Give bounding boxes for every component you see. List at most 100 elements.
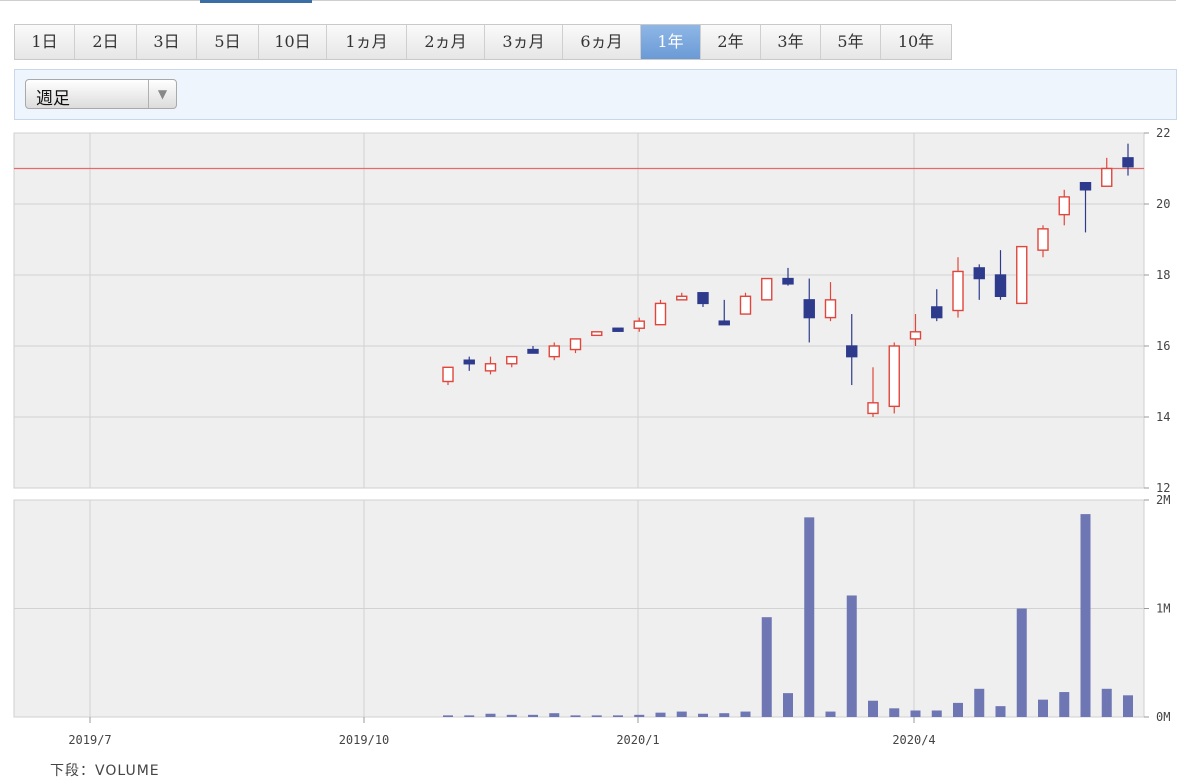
- candle-body-down: [803, 299, 815, 319]
- candle: [761, 277, 773, 301]
- period-tab-12[interactable]: 5年: [821, 25, 881, 59]
- candle-body-up: [591, 331, 603, 337]
- volume-bar: [528, 714, 538, 717]
- volume-bar: [570, 715, 581, 717]
- volume-bar: [591, 715, 602, 717]
- candle-body-up: [739, 295, 752, 315]
- volume-bar: [485, 713, 496, 717]
- candle-body-down: [463, 359, 475, 365]
- volume-bar: [1016, 608, 1027, 717]
- candle: [1058, 189, 1070, 226]
- candle: [824, 282, 837, 322]
- volume-bar: [783, 693, 793, 717]
- x-tick-label: 2019/10: [339, 733, 390, 747]
- candle-body-down: [782, 277, 794, 285]
- candle-body-down: [1122, 157, 1134, 168]
- volume-bar: [1101, 688, 1112, 717]
- period-tab-9[interactable]: 1年: [641, 25, 701, 59]
- period-tab-8[interactable]: 6ヵ月: [563, 25, 641, 59]
- candle: [846, 314, 858, 386]
- period-tab-5[interactable]: 1ヵ月: [327, 25, 407, 59]
- volume-bar: [1038, 699, 1048, 717]
- interval-select-value: 週足: [36, 89, 70, 109]
- volume-tick-label: 1M: [1156, 602, 1170, 616]
- candle: [569, 338, 582, 354]
- volume-bar: [464, 715, 475, 717]
- candle: [1037, 225, 1049, 258]
- candle-body-down: [612, 327, 624, 332]
- candle-body-up: [506, 355, 518, 365]
- interval-selector-bar: 週足 ▼: [14, 69, 1177, 120]
- volume-bar: [719, 713, 730, 717]
- candle: [909, 314, 922, 346]
- candle-body-up: [1058, 196, 1070, 216]
- candle-body-up: [442, 366, 454, 383]
- volume-bar: [846, 595, 857, 717]
- volume-bar: [995, 706, 1006, 717]
- period-tab-4[interactable]: 10日: [259, 25, 327, 59]
- candle-body-up: [1037, 228, 1049, 251]
- candle: [442, 366, 454, 386]
- interval-select[interactable]: 週足 ▼: [25, 79, 177, 109]
- lower-panel-label: 下段：VOLUME: [50, 763, 160, 779]
- candle: [803, 278, 815, 343]
- candle-body-up: [909, 331, 922, 340]
- candle: [591, 331, 603, 337]
- top-tab-accent: [200, 0, 312, 3]
- period-tab-10[interactable]: 2年: [701, 25, 761, 59]
- volume-bar: [613, 715, 623, 717]
- volume-bar: [1080, 514, 1091, 717]
- x-tick-label: 2020/1: [616, 733, 659, 747]
- volume-bar: [825, 711, 836, 717]
- volume-bar: [1123, 695, 1133, 717]
- candle: [1079, 181, 1092, 233]
- period-tab-3[interactable]: 5日: [197, 25, 259, 59]
- period-tab-11[interactable]: 3年: [761, 25, 821, 59]
- volume-bar: [549, 713, 560, 717]
- period-tab-13[interactable]: 10年: [897, 32, 935, 51]
- volume-bar: [804, 517, 815, 717]
- top-divider: [0, 0, 1176, 1]
- volume-panel: 0M 1M 2M: [13, 493, 1170, 724]
- price-tick-label: 20: [1156, 197, 1170, 211]
- period-tab-6[interactable]: 2ヵ月: [407, 25, 485, 59]
- volume-bar: [761, 617, 772, 717]
- volume-bar: [931, 710, 942, 717]
- candle-body-up: [1101, 167, 1113, 187]
- price-tick-label: 18: [1156, 268, 1170, 282]
- candle-body-up: [952, 270, 964, 312]
- candle: [739, 292, 752, 315]
- volume-bar: [698, 713, 708, 717]
- candle: [612, 327, 624, 332]
- x-tick-label: 2019/7: [68, 733, 111, 747]
- period-tab-0[interactable]: 1日: [15, 25, 75, 59]
- candle: [994, 250, 1007, 300]
- candle-body-up: [654, 302, 667, 326]
- candle-body-down: [1079, 181, 1092, 191]
- period-tab-2[interactable]: 3日: [137, 25, 197, 59]
- candle-body-up: [633, 320, 645, 329]
- x-axis: 2019/7 2019/10 2020/1 2020/4: [68, 717, 936, 747]
- candle: [484, 356, 497, 375]
- candle: [973, 264, 985, 300]
- candle: [463, 356, 475, 371]
- volume-bar: [655, 712, 666, 717]
- candle-body-up: [867, 402, 879, 415]
- volume-tick-label: 0M: [1156, 710, 1170, 724]
- candle: [697, 292, 709, 307]
- price-panel: 12 14 16 18 20 22: [13, 126, 1170, 495]
- volume-bar: [634, 714, 645, 717]
- chevron-down-icon[interactable]: ▼: [148, 80, 176, 108]
- candle: [867, 367, 879, 417]
- volume-bar: [953, 702, 963, 717]
- period-tabs: 1日 2日 3日 5日 10日 1ヵ月 2ヵ月 3ヵ月 6ヵ月 1年 2年 3年 5年 10年: [14, 24, 952, 60]
- volume-bar: [974, 688, 985, 717]
- candle-body-up: [569, 338, 582, 351]
- price-tick-label: 16: [1156, 339, 1170, 353]
- candle: [1122, 143, 1134, 176]
- period-tab-7[interactable]: 3ヵ月: [485, 25, 563, 59]
- period-tab-1[interactable]: 2日: [75, 25, 137, 59]
- volume-bar: [889, 708, 900, 717]
- candle: [888, 342, 900, 414]
